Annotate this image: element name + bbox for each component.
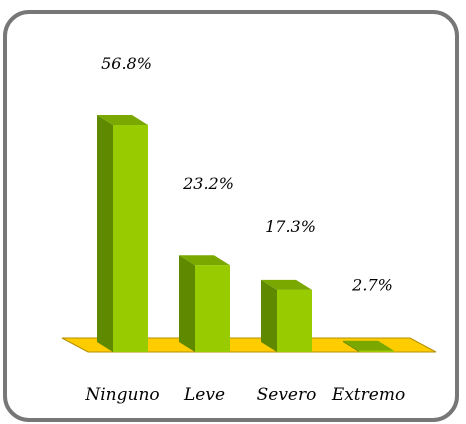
bar-top-face: [343, 340, 394, 351]
bar-ninguno: [97, 115, 148, 352]
bar-side-face: [97, 115, 113, 352]
category-label: Leve: [183, 385, 225, 405]
bar-top-face: [261, 279, 312, 290]
data-label: 23.2%: [182, 174, 234, 193]
bar-leve: [179, 255, 230, 352]
data-label: 2.7%: [351, 276, 393, 295]
bar-side-face: [179, 255, 195, 352]
bar-front-face: [195, 265, 230, 352]
category-label: Extremo: [331, 385, 405, 405]
bar-front-face: [113, 125, 148, 352]
bar-front-face: [359, 350, 394, 352]
bar-top-face: [179, 255, 230, 266]
category-label: Ninguno: [84, 385, 159, 405]
bar-front-face: [277, 289, 312, 352]
bar-side-face: [261, 279, 277, 352]
bar-top-face: [97, 115, 148, 125]
data-label: 56.8%: [101, 54, 152, 73]
category-label: Severo: [257, 385, 317, 405]
bar-side-face: [343, 340, 359, 352]
chart-frame: [3, 10, 459, 422]
bar-severo: [261, 279, 312, 352]
bar-extremo: [343, 340, 394, 352]
data-label: 17.3%: [265, 217, 316, 236]
